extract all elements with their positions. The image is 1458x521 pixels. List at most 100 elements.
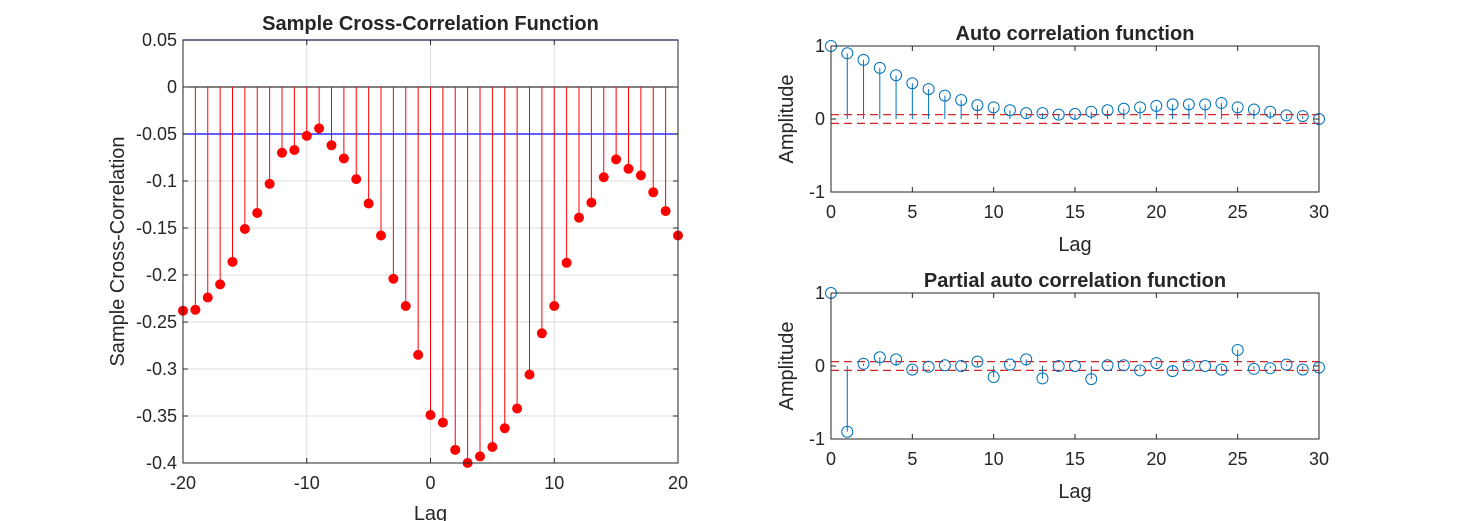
stem-marker [922, 360, 935, 373]
stem-marker [1085, 105, 1098, 118]
stem-marker [301, 130, 312, 141]
stem-marker [252, 207, 263, 218]
stem-marker [906, 77, 919, 90]
stem-marker [857, 53, 870, 66]
x-tick-label: 20 [1146, 449, 1166, 469]
x-tick-label: 0 [826, 202, 836, 222]
stem-marker [1166, 98, 1179, 111]
stem-marker [1150, 357, 1163, 370]
stem-marker [1036, 372, 1049, 385]
y-tick-label: -0.3 [146, 359, 177, 379]
x-tick-label: 30 [1309, 202, 1329, 222]
stem-marker [841, 47, 854, 60]
stem-marker [873, 61, 886, 74]
acf-x-label: Lag [1058, 234, 1091, 256]
stem-marker [450, 444, 461, 455]
stem-marker [1182, 98, 1195, 111]
acf-y-label: Amplitude [776, 75, 798, 164]
y-tick-label: 1 [815, 36, 825, 56]
stem-marker [549, 301, 560, 312]
stem-marker [277, 147, 287, 158]
stem-marker [611, 154, 622, 165]
stem-marker [1231, 101, 1244, 114]
stem-marker [499, 423, 510, 434]
stem-marker [512, 403, 523, 414]
stem-marker [1166, 365, 1179, 378]
x-tick-label: -20 [170, 473, 196, 493]
y-tick-label: -0.4 [146, 453, 177, 473]
y-tick-label: -1 [809, 429, 825, 449]
stem-marker [202, 292, 213, 303]
stem-marker [955, 94, 968, 107]
ccf-stems [178, 87, 683, 468]
ccf-x-ticks: -20 -10 0 10 20 [170, 40, 688, 493]
y-tick-label: -0.2 [146, 265, 177, 285]
stem-marker [873, 351, 886, 364]
stem-marker [922, 83, 935, 96]
x-tick-label: 5 [907, 449, 917, 469]
stem-marker [1247, 362, 1260, 375]
y-tick-label: -0.1 [146, 171, 177, 191]
stem-marker [890, 69, 903, 82]
pacf-confidence-bounds [831, 361, 1319, 371]
x-tick-label: 10 [544, 473, 564, 493]
x-tick-label: 10 [984, 202, 1004, 222]
stem-marker [437, 417, 448, 428]
stem-marker [475, 451, 485, 462]
y-tick-label: 0 [167, 77, 177, 97]
stem-marker [1101, 104, 1114, 117]
stem-marker [487, 442, 498, 453]
x-tick-label: 25 [1228, 449, 1248, 469]
stem-marker [1069, 360, 1081, 372]
stem-marker [561, 257, 572, 268]
stem-marker [227, 256, 238, 267]
stem-marker [938, 359, 951, 372]
stem-marker [1117, 102, 1130, 115]
stem-marker [351, 174, 362, 185]
x-tick-label: 0 [425, 473, 435, 493]
stem-marker [326, 140, 337, 151]
stem-marker [1150, 99, 1163, 112]
partial-autocorrelation-chart: 0 5 10 15 20 25 30 10-1 Partial auto correlati… [776, 270, 1329, 503]
x-tick-label: 30 [1309, 449, 1329, 469]
stem-marker [388, 273, 399, 284]
x-tick-label: 0 [826, 449, 836, 469]
acf-title: Auto correlation function [956, 23, 1195, 45]
stem-marker [938, 89, 951, 102]
stem-marker [586, 197, 597, 208]
stem-marker [1199, 98, 1212, 111]
stem-marker [906, 363, 919, 376]
stem-marker [623, 163, 634, 174]
stem-marker [1231, 343, 1244, 356]
pacf-x-label: Lag [1058, 481, 1091, 503]
x-tick-label: 20 [668, 473, 688, 493]
pacf-y-label: Amplitude [776, 322, 798, 411]
stem-marker [574, 212, 584, 223]
stem-marker [1264, 362, 1277, 375]
stem-marker [376, 230, 386, 241]
stem-marker [660, 206, 671, 217]
cross-correlation-chart: -20 -10 0 10 20 0.05 0 -0.05 -0.1 -0.15 -0.2 -0.25… [107, 13, 688, 521]
stem-marker [1036, 107, 1049, 120]
stem-marker [1199, 360, 1212, 372]
x-tick-label: 15 [1065, 202, 1085, 222]
stem-marker [857, 357, 870, 370]
x-tick-label: -10 [294, 473, 320, 493]
stem-marker [289, 144, 300, 155]
stem-marker [1182, 359, 1195, 372]
stem-marker [1052, 360, 1065, 372]
ccf-y-label: Sample Cross-Correlation [107, 136, 129, 366]
stem-marker [987, 101, 1000, 114]
stem-marker [1280, 358, 1293, 371]
x-tick-label: 5 [907, 202, 917, 222]
stem-marker [1247, 103, 1260, 116]
stem-marker [215, 279, 226, 290]
y-tick-label: 0.05 [142, 30, 177, 50]
stem-marker [1296, 363, 1309, 376]
stem-marker [890, 353, 903, 366]
ccf-y-ticks: 0.05 0 -0.05 -0.1 -0.15 -0.2 -0.25 -0.3 -0.35 -0.… [136, 30, 678, 473]
stem-marker [239, 223, 250, 234]
y-tick-label: -0.25 [136, 312, 177, 332]
y-tick-label: -0.05 [136, 124, 177, 144]
stem-marker [524, 369, 535, 380]
